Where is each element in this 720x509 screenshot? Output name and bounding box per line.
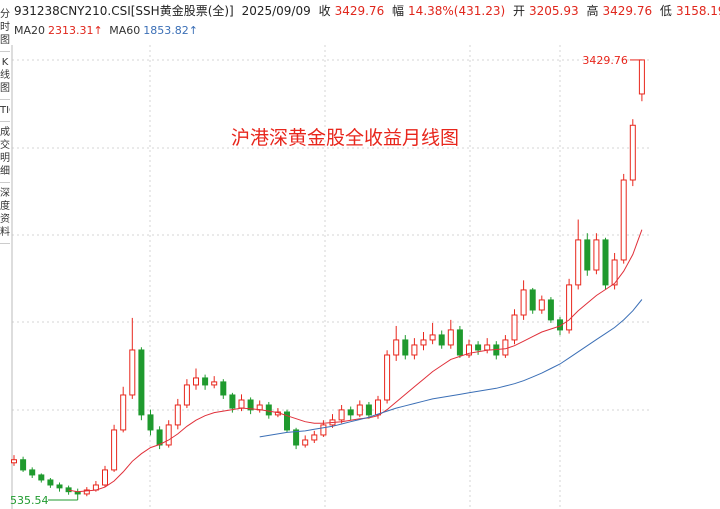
candle-body [293,429,300,446]
value: 3429.76 [334,4,385,18]
candle-body [229,394,236,409]
chart-title: 沪港深黄金股全收益月线图 [231,127,459,149]
candle-body [138,349,145,416]
candle-body [120,394,127,431]
candle-body [629,124,636,181]
candle-body [129,349,136,396]
header: 931238CNY210.CSI[SSH黄金股票(全)] 2025/09/09 … [0,2,720,19]
candle-body [466,344,472,356]
candle-body [183,384,190,406]
candle-body [393,339,400,356]
candle-body [47,479,54,486]
candle-body [102,469,108,486]
candle-body [547,299,554,321]
label: 开 [512,4,525,18]
label: 高 [586,4,599,18]
ma-line [68,229,643,493]
value: 3205.93 [529,4,579,18]
value: 3158.19 [675,4,720,18]
ma-legend: MA20 2313.31↑ MA60 1853.82↑ [14,24,201,37]
tab[interactable]: K线图 [0,52,10,100]
tab[interactable]: 深度资料 [0,183,10,244]
candle-body [320,424,327,436]
candle-body [566,284,573,331]
candle-body [356,404,363,416]
candle-body [265,404,272,416]
sidebar: 分时图 K线图 TICK 成交明细 深度资料 [0,4,10,509]
candle-body [384,354,391,401]
legend-label: MA60 [109,24,141,37]
candle-body [83,489,90,495]
candle-body [593,239,600,271]
value: 14.38%(431.23) [408,4,506,18]
candle-body [602,239,609,286]
date: 2025/09/09 [241,4,311,18]
candle-body [502,339,509,356]
candle-body [111,429,118,471]
candle-body [56,484,63,489]
ma-line [259,299,643,438]
grid [12,45,650,509]
label: 低 [659,4,672,18]
candle-body [475,344,482,351]
candle-body [484,344,491,351]
legend-value: 1853.82↑ [143,24,198,37]
label: 收 [318,4,331,18]
candle-body [620,179,627,261]
candle-body [20,459,27,471]
candle-body [538,299,545,311]
candle-body [147,414,154,431]
value: 3429.76 [602,4,653,18]
tab[interactable]: TICK [0,100,10,122]
candle-body [365,404,372,416]
candle-body [238,399,245,409]
candle-body [438,334,445,346]
candle-body [529,289,536,311]
candle-body [29,469,36,476]
label: 幅 [392,4,405,18]
candle-body [193,377,199,386]
candle-body [402,339,409,356]
candle-body [302,439,309,446]
candle-body [38,474,45,481]
candle-body [575,239,582,286]
candle-body [311,434,318,441]
candle-body [375,399,381,416]
candle-body [220,381,227,396]
candle-body [338,409,345,421]
candle-body [202,377,209,386]
candle-body [420,339,427,346]
candle-body [411,344,418,356]
tab[interactable]: 成交明细 [0,122,10,183]
candle-body [447,329,454,346]
candle-body [638,59,645,95]
candle-body [165,424,172,446]
candle-body [247,399,254,411]
min-label: 535.54 [10,494,49,507]
legend-value: 2313.31↑ [48,24,103,37]
candle-body [611,259,618,286]
candle-body [584,239,591,271]
legend-label: MA20 [14,24,46,37]
candle-body [520,289,527,316]
candle-body [284,411,290,431]
max-label: 3429.76 [582,54,628,67]
code: 931238CNY210.CSI[SSH黄金股票(全)] [14,4,234,18]
candle-body [456,329,463,356]
candle-body [511,314,518,341]
candle-body [11,459,17,464]
candle-body [429,334,436,341]
candle-body [156,429,163,446]
candle-body [347,409,354,416]
candle-body [174,404,181,426]
tab[interactable]: 分时图 [0,4,10,52]
candle-body [65,487,72,493]
candle-body [211,381,218,386]
